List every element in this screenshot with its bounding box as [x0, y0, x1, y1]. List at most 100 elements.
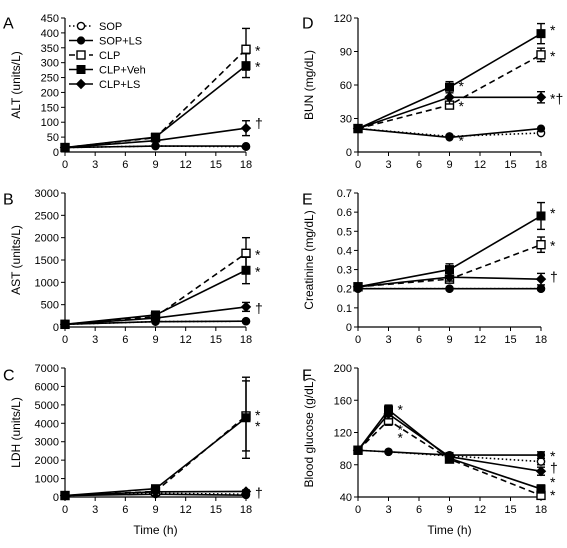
panel-d: D 0 30 60 90 120 0 3 6 9 12 15 18 BUN (mg/dL) * * * * * *† — [302, 13, 563, 171]
data-point — [240, 486, 252, 497]
series-line — [357, 419, 542, 497]
y-tick-label: 80 — [340, 460, 352, 472]
x-tick-label: 15 — [504, 334, 516, 346]
data-point — [150, 486, 161, 498]
y-tick-label: 40 — [340, 492, 352, 504]
x-tick-label: 9 — [152, 504, 158, 516]
y-tick-label: 120 — [334, 428, 352, 440]
series-clp-ls — [352, 408, 547, 477]
data-point — [241, 44, 251, 54]
data-point — [241, 265, 251, 275]
x-tick-label: 15 — [210, 504, 222, 516]
legend-label: SOP — [99, 21, 122, 33]
series-clp — [60, 380, 251, 501]
data-point — [444, 451, 455, 462]
y-tick-label: 60 — [340, 80, 352, 92]
legend-label: SOP+LS — [99, 36, 142, 48]
series-sop-ls — [353, 284, 546, 293]
significance-mark: † — [255, 300, 263, 316]
x-tick-label: 3 — [385, 504, 391, 516]
panel-c: C 0 1000 2000 3000 4000 5000 6000 7000 0 3 6 9 12 15 18… — [3, 363, 263, 537]
data-point — [352, 123, 364, 134]
y-axis-label: Blood glucose (g/dL) — [302, 377, 316, 487]
panel-a: A 0 50 100 150 200 250 300 350 400 450 0 3 6 9 12 15 18 AL… — [3, 13, 263, 171]
significance-mark: * — [255, 42, 261, 58]
data-point — [59, 142, 71, 153]
significance-mark: * — [255, 59, 261, 75]
data-point — [536, 50, 546, 60]
data-point — [535, 273, 547, 285]
significance-mark: * — [398, 401, 404, 417]
legend-marker — [76, 65, 86, 74]
x-tick-label: 3 — [92, 504, 98, 516]
y-tick-label: 150 — [41, 102, 59, 114]
x-tick-label: 3 — [92, 159, 98, 171]
legend-marker — [76, 21, 86, 31]
y-tick-label: 3000 — [35, 437, 59, 449]
data-point — [536, 484, 546, 494]
y-tick-label: 120 — [334, 13, 352, 25]
data-point — [150, 135, 161, 146]
data-point — [352, 281, 364, 293]
series-line — [64, 417, 247, 497]
data-point — [240, 301, 252, 313]
significance-mark: *† — [550, 90, 563, 106]
panel-e: E 0 0.1 0.2 0.3 0.4 0.5 0.6 0.7 0 3 6 9 12 15 18 Creatin… — [302, 188, 558, 346]
data-point — [241, 61, 251, 71]
y-tick-label: 1000 — [35, 474, 59, 486]
x-tick-label: 15 — [504, 159, 516, 171]
x-tick-label: 0 — [62, 159, 68, 171]
y-tick-label: 350 — [41, 43, 59, 55]
x-axis-label: Time (h) — [133, 523, 177, 537]
data-point — [59, 490, 71, 501]
series-clp-ls — [352, 89, 547, 134]
x-tick-label: 18 — [535, 159, 547, 171]
significance-mark: * — [550, 474, 556, 490]
legend-label: CLP — [99, 50, 120, 62]
x-tick-label: 12 — [474, 334, 486, 346]
y-tick-label: 0 — [346, 322, 352, 334]
y-tick-label: 0 — [53, 322, 59, 334]
significance-mark: * — [255, 407, 261, 423]
significance-mark: † — [255, 484, 263, 500]
y-tick-label: 3000 — [35, 188, 59, 200]
significance-mark: * — [550, 48, 556, 64]
y-tick-label: 160 — [334, 395, 352, 407]
series-clp-ls — [59, 486, 252, 501]
series-line — [64, 415, 247, 497]
x-tick-label: 6 — [122, 504, 128, 516]
panel-label: B — [3, 191, 14, 208]
x-tick-label: 18 — [535, 334, 547, 346]
data-point — [383, 408, 394, 420]
y-tick-label: 7000 — [35, 363, 59, 375]
y-tick-label: 2000 — [35, 455, 59, 467]
y-tick-label: 0 — [346, 147, 352, 159]
series-line — [357, 412, 542, 472]
legend: SOP SOP+LS CLP CLP+Veh CLP+LS — [69, 21, 146, 91]
panel-label: F — [302, 367, 312, 384]
x-tick-label: 9 — [446, 159, 452, 171]
y-axis-label: ALT (units/L) — [9, 51, 23, 119]
significance-mark: * — [459, 133, 465, 149]
x-tick-label: 18 — [535, 504, 547, 516]
data-point — [536, 29, 546, 39]
legend-label: CLP+Veh — [99, 65, 146, 77]
y-tick-label: 200 — [41, 87, 59, 99]
x-tick-label: 3 — [92, 334, 98, 346]
series-clp-veh — [353, 22, 546, 134]
significance-mark: * — [398, 421, 404, 437]
data-point — [240, 122, 252, 134]
x-tick-label: 6 — [416, 334, 422, 346]
data-point — [536, 450, 546, 460]
data-point — [241, 141, 251, 151]
panel-label: A — [3, 15, 14, 32]
y-tick-label: 50 — [47, 132, 59, 144]
data-point — [535, 92, 547, 103]
data-point — [536, 124, 546, 133]
y-tick-label: 100 — [41, 117, 59, 129]
panel-b: B 0 500 1000 1500 2000 2500 3000 0 3 6 9 12 15 18 AST (… — [3, 188, 263, 346]
legend-marker — [76, 50, 86, 60]
data-point — [536, 211, 546, 221]
significance-mark: * — [550, 487, 556, 503]
